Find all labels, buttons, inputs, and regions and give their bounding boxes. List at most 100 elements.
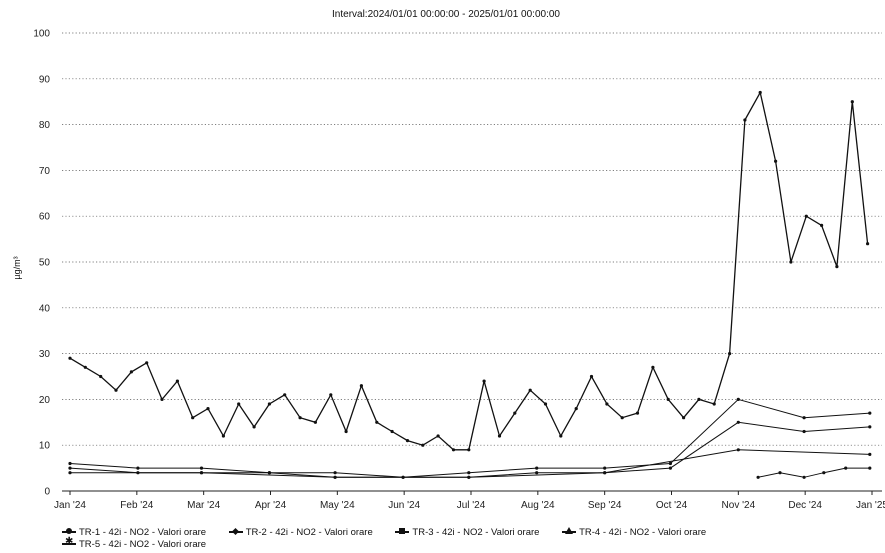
data-point-1-11 xyxy=(237,402,241,406)
x-tick-11: Dec '24 xyxy=(788,500,822,511)
x-tick-labels: Jan '24 Feb '24 Mar '24 Apr '24 May '24 Jun '… xyxy=(54,491,885,511)
data-point-3-10 xyxy=(736,420,740,424)
data-point-1-7 xyxy=(175,379,179,383)
y-tick-90: 90 xyxy=(39,74,51,85)
data-point-1-16 xyxy=(313,420,317,424)
data-point-1-47 xyxy=(789,260,793,264)
data-point-1-43 xyxy=(728,352,732,356)
y-tick-80: 80 xyxy=(39,120,51,131)
data-point-1-2 xyxy=(99,374,103,379)
data-point-5-6 xyxy=(868,452,872,456)
y-tick-30: 30 xyxy=(39,349,51,360)
data-point-3-11 xyxy=(802,429,806,434)
data-point-3-7 xyxy=(535,471,539,475)
data-point-1-3 xyxy=(114,388,118,392)
data-point-1-24 xyxy=(436,434,440,438)
y-tick-100: 100 xyxy=(33,29,50,40)
data-point-5-1 xyxy=(199,471,204,475)
x-tick-8: Sep '24 xyxy=(588,500,622,511)
data-point-1-45 xyxy=(758,90,762,95)
data-point-1-18 xyxy=(344,429,348,434)
diamond-marker-icon xyxy=(228,528,243,536)
data-point-1-6 xyxy=(160,397,164,401)
data-point-1-28 xyxy=(497,434,502,438)
series-line-1 xyxy=(69,90,869,451)
data-point-5-0 xyxy=(68,471,72,475)
data-point-1-5 xyxy=(145,361,149,365)
y-tick-70: 70 xyxy=(39,166,51,177)
square-marker-icon xyxy=(395,528,410,535)
data-point-1-26 xyxy=(467,448,471,452)
x-tick-4: May '24 xyxy=(320,500,355,511)
y-tick-60: 60 xyxy=(39,212,51,223)
data-point-2-6 xyxy=(467,471,471,475)
data-point-1-13 xyxy=(267,402,271,406)
data-point-1-30 xyxy=(528,388,532,392)
y-tick-labels: 0 10 20 30 40 50 60 70 80 90 100 xyxy=(33,29,50,498)
data-point-1-51 xyxy=(850,100,854,104)
data-point-1-31 xyxy=(543,402,548,406)
legend-item-tr2: TR-2 - 42i - NO2 - Valori orare xyxy=(228,527,373,539)
data-point-1-25 xyxy=(451,448,456,452)
data-point-1-19 xyxy=(359,384,363,388)
x-tick-7: Aug '24 xyxy=(521,500,555,511)
data-point-3-12 xyxy=(868,425,872,429)
data-point-3-0 xyxy=(68,466,72,470)
x-tick-5: Jun '24 xyxy=(388,500,420,511)
legend-item-tr1: TR-1 - 42i - NO2 - Valori orare xyxy=(62,527,206,539)
data-point-1-27 xyxy=(482,379,486,383)
data-point-1-42 xyxy=(712,402,716,406)
data-point-1-48 xyxy=(804,214,808,218)
data-point-2-1 xyxy=(136,466,140,470)
data-point-1-40 xyxy=(682,416,686,420)
legend-label: TR-2 - 42i - NO2 - Valori orare xyxy=(245,527,373,538)
data-point-1-22 xyxy=(405,439,410,443)
data-point-1-9 xyxy=(206,407,210,411)
data-point-5-5 xyxy=(736,448,740,452)
data-point-1-0 xyxy=(68,356,72,360)
x-tick-12: Jan '25 xyxy=(856,500,885,511)
y-axis-label: µg/m³ xyxy=(12,256,22,279)
data-point-1-46 xyxy=(774,159,778,163)
star-marker-icon: ✱ xyxy=(62,537,76,547)
y-tick-40: 40 xyxy=(39,303,51,314)
data-point-1-49 xyxy=(820,223,824,227)
chart-title: Interval:2024/01/01 00:00:00 - 2025/01/0… xyxy=(332,9,560,20)
data-point-2-9 xyxy=(668,461,673,466)
data-point-1-35 xyxy=(605,402,609,406)
data-point-1-37 xyxy=(635,411,640,415)
y-tick-10: 10 xyxy=(39,441,51,452)
data-point-2-7 xyxy=(535,466,539,470)
data-point-2-8 xyxy=(603,466,607,470)
data-point-2-0 xyxy=(68,461,72,466)
data-point-1-12 xyxy=(252,425,256,429)
data-point-2-2 xyxy=(199,466,204,470)
data-point-4-0 xyxy=(756,475,760,479)
legend-label: TR-3 - 42i - NO2 - Valori orare xyxy=(412,527,540,538)
legend-label: TR-4 - 42i - NO2 - Valori orare xyxy=(579,527,707,538)
y-tick-20: 20 xyxy=(39,395,51,406)
data-point-5-4 xyxy=(603,471,607,475)
series-layer xyxy=(68,90,872,479)
x-tick-0: Jan '24 xyxy=(54,500,86,511)
legend-item-tr4: TR-4 - 42i - NO2 - Valori orare xyxy=(562,527,706,539)
grid-layer xyxy=(62,32,882,446)
x-tick-2: Mar '24 xyxy=(187,500,220,511)
data-point-1-17 xyxy=(329,393,333,397)
data-point-1-41 xyxy=(697,397,701,401)
legend: TR-1 - 42i - NO2 - Valori orare TR-2 - 4… xyxy=(62,527,862,551)
data-point-4-5 xyxy=(868,466,872,470)
legend-item-tr3: TR-3 - 42i - NO2 - Valori orare xyxy=(395,527,539,539)
data-point-1-32 xyxy=(559,434,563,438)
data-point-1-15 xyxy=(298,416,302,420)
data-point-1-21 xyxy=(390,429,394,434)
data-point-1-10 xyxy=(221,434,225,438)
data-point-1-34 xyxy=(589,374,594,379)
data-point-1-1 xyxy=(83,365,87,369)
data-point-1-38 xyxy=(651,365,655,369)
data-point-2-11 xyxy=(802,416,806,420)
x-tick-3: Apr '24 xyxy=(255,500,287,511)
data-point-4-2 xyxy=(802,475,806,479)
data-point-4-4 xyxy=(844,466,848,470)
